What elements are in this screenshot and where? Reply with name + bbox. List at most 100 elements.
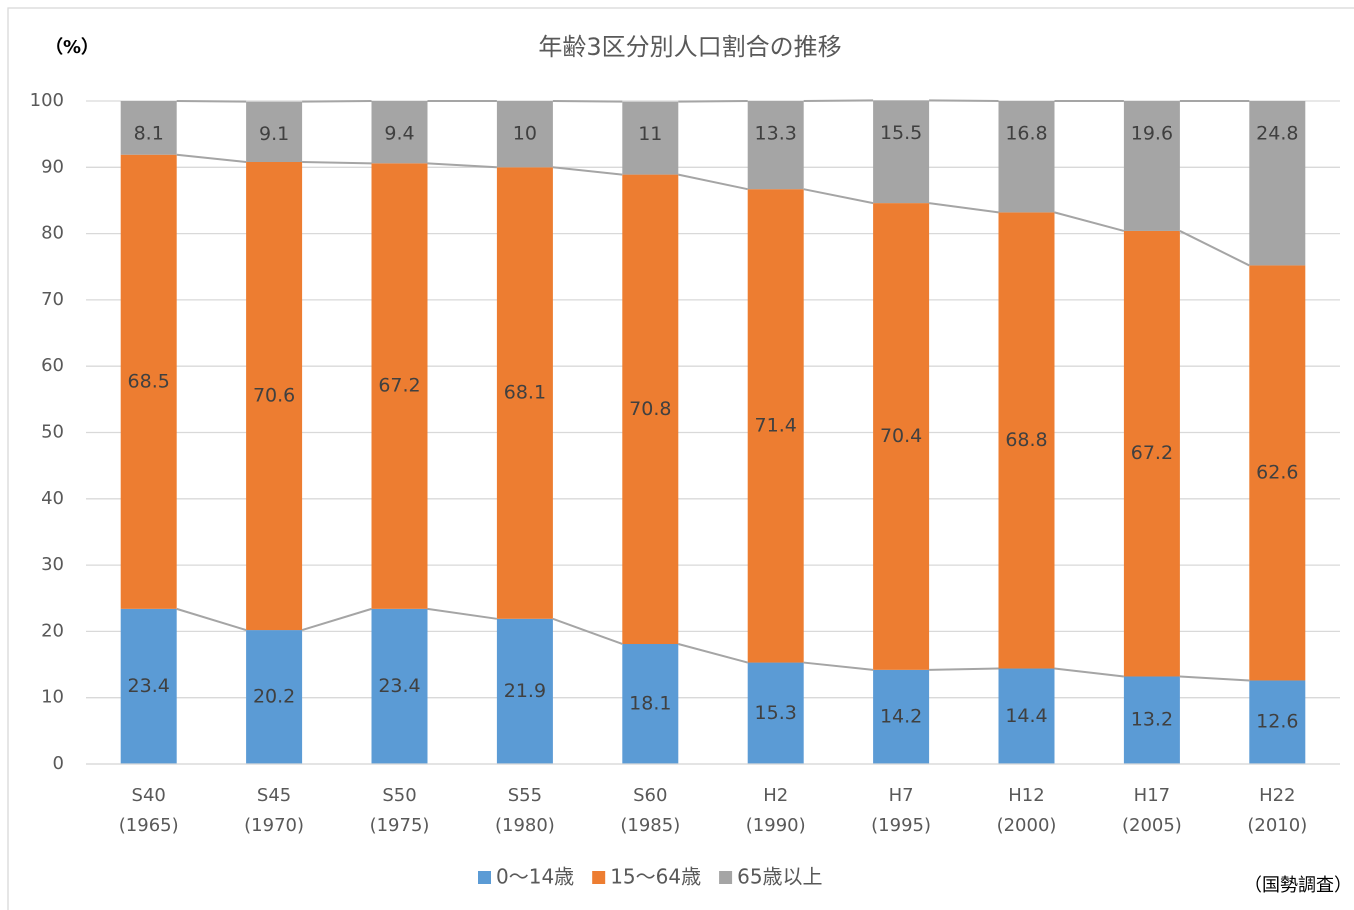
x-tick-label: S45	[257, 785, 291, 806]
data-label: 14.4	[1005, 705, 1047, 727]
series-line	[678, 643, 748, 664]
y-tick-label: 20	[41, 620, 64, 641]
series-line	[1054, 667, 1125, 678]
data-label: 68.8	[1005, 429, 1047, 451]
data-label: 23.4	[128, 675, 170, 697]
bar-segment	[246, 630, 303, 764]
data-label: 13.3	[755, 123, 797, 145]
bar-segment	[747, 189, 804, 663]
y-tick-label: 90	[41, 156, 64, 177]
x-tick-label: S40	[132, 785, 166, 806]
x-tick-label: H2	[763, 785, 788, 806]
bar-segment	[1249, 101, 1306, 266]
bar-segment	[622, 174, 679, 644]
series-line	[928, 202, 999, 214]
bar-segment	[246, 161, 303, 631]
series-line	[552, 166, 623, 176]
x-tick-label: H7	[889, 785, 914, 806]
bar-segment	[496, 167, 553, 619]
series-line	[302, 160, 372, 165]
series-line	[803, 99, 874, 102]
data-label: 12.6	[1256, 711, 1298, 733]
series-line	[176, 153, 247, 163]
series-line	[803, 188, 874, 205]
bar-segment	[873, 669, 930, 764]
y-unit-label: （%）	[45, 37, 99, 58]
series-line	[176, 100, 247, 103]
y-tick-label: 40	[41, 488, 64, 509]
data-label: 23.4	[378, 675, 420, 697]
data-label: 70.6	[253, 385, 295, 407]
y-tick-label: 10	[41, 687, 64, 708]
legend-label: 15〜64歳	[610, 865, 701, 889]
x-tick-label: (1990)	[746, 815, 806, 836]
series-line	[427, 607, 498, 620]
series-line	[552, 617, 623, 645]
data-label: 62.6	[1256, 461, 1298, 483]
bar-segment	[496, 101, 553, 168]
data-label: 24.8	[1256, 123, 1298, 145]
legend-label: 65歳以上	[737, 865, 822, 889]
y-tick-label: 50	[41, 422, 64, 443]
x-tick-label: S50	[382, 785, 416, 806]
data-label: 16.8	[1005, 123, 1047, 145]
y-tick-label: 60	[41, 355, 64, 376]
legend-swatch	[592, 871, 606, 884]
bar-segment	[1123, 676, 1180, 764]
bar-segment	[873, 203, 930, 670]
series-line	[1179, 675, 1250, 682]
legend-label: 0〜14歳	[496, 865, 574, 889]
bar-segment	[246, 101, 303, 162]
data-label: 15.3	[755, 702, 797, 724]
x-tick-label: (1970)	[244, 815, 304, 836]
data-label: 18.1	[629, 692, 671, 714]
data-label: 70.8	[629, 398, 671, 420]
data-label: 68.5	[128, 370, 170, 392]
bar-segment	[873, 100, 930, 204]
data-label: 9.4	[384, 123, 414, 145]
series-line	[552, 100, 623, 103]
legend-swatch	[719, 871, 733, 884]
bar-segment	[622, 643, 679, 764]
bar-segment	[120, 101, 177, 155]
data-label: 19.6	[1131, 123, 1173, 145]
legend-swatch	[478, 871, 491, 884]
x-tick-label: S60	[633, 785, 667, 806]
bar-segment	[1123, 230, 1180, 677]
x-tick-label: S55	[508, 785, 542, 806]
x-tick-label: (1995)	[871, 815, 931, 836]
bar-segment	[371, 163, 428, 609]
y-tick-label: 0	[53, 753, 64, 774]
data-label: 11	[638, 123, 662, 145]
x-tick-label: H22	[1259, 785, 1295, 806]
x-tick-label: (1985)	[620, 815, 680, 836]
data-label: 15.5	[880, 122, 922, 144]
data-label: 70.4	[880, 425, 922, 447]
y-tick-label: 80	[41, 223, 64, 244]
chart-title: 年齢3区分別人口割合の推移	[538, 33, 841, 61]
bar-segment	[371, 608, 428, 764]
bar-segment	[998, 212, 1055, 669]
x-tick-label: (1975)	[370, 815, 430, 836]
data-label: 10	[513, 123, 537, 145]
data-label: 13.2	[1131, 709, 1173, 731]
series-line	[427, 162, 497, 169]
series-line	[929, 99, 999, 102]
data-label: 21.9	[504, 680, 546, 702]
series-line	[678, 173, 748, 191]
series-line	[1054, 211, 1125, 232]
x-tick-label: (1965)	[119, 815, 179, 836]
x-tick-label: H17	[1134, 785, 1170, 806]
data-label: 71.4	[755, 414, 797, 436]
series-line	[929, 667, 999, 671]
series-line	[1179, 230, 1250, 267]
x-tick-label: (1980)	[495, 815, 555, 836]
source-note: （国勢調査）	[1244, 875, 1352, 896]
bar-segment	[120, 154, 177, 609]
series-line	[803, 661, 874, 671]
bar-segment	[1249, 680, 1306, 764]
series-line	[302, 100, 372, 103]
bar-segment	[1123, 101, 1180, 231]
data-label: 9.1	[259, 123, 289, 145]
